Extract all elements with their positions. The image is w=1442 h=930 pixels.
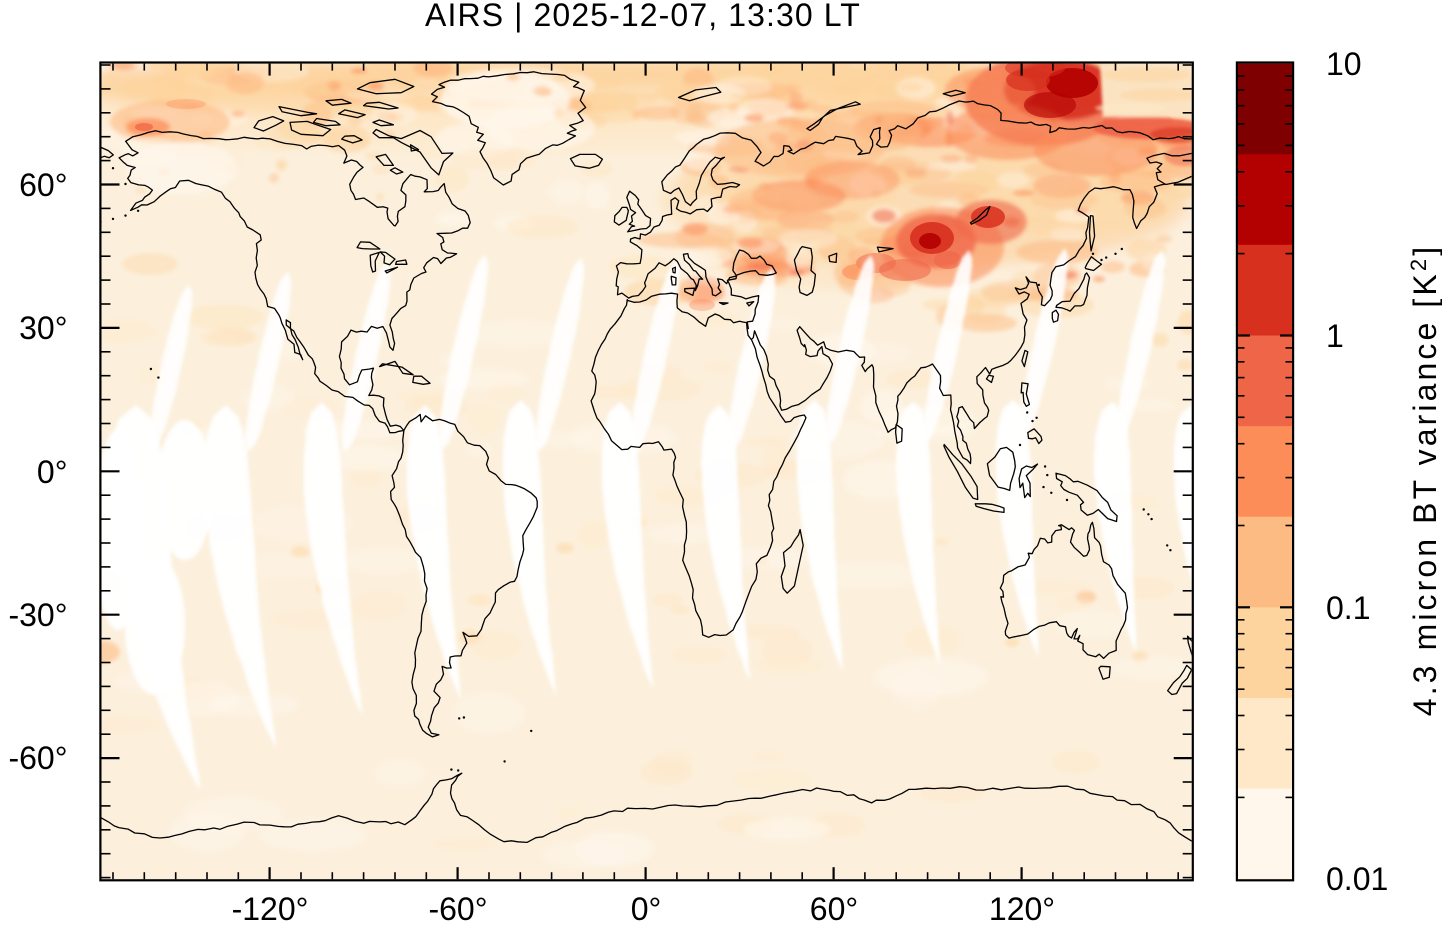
svg-text:60°: 60° [810,891,858,927]
svg-text:0°: 0° [631,891,662,927]
svg-text:AIRS | 2025-12-07, 13:30 LT: AIRS | 2025-12-07, 13:30 LT [425,0,861,33]
svg-text:0.01: 0.01 [1326,861,1388,897]
svg-text:-60°: -60° [428,891,487,927]
svg-text:-120°: -120° [232,891,309,927]
svg-text:1: 1 [1326,318,1344,354]
svg-text:-30°: -30° [8,597,67,633]
svg-text:-60°: -60° [8,740,67,776]
svg-text:4.3 micron BT variance [K2]: 4.3 micron BT variance [K2] [1406,244,1442,716]
svg-text:0°: 0° [37,454,68,490]
svg-text:30°: 30° [19,310,67,346]
svg-text:0.1: 0.1 [1326,590,1370,626]
svg-text:120°: 120° [989,891,1055,927]
svg-text:60°: 60° [19,167,67,203]
svg-text:10: 10 [1326,46,1362,82]
